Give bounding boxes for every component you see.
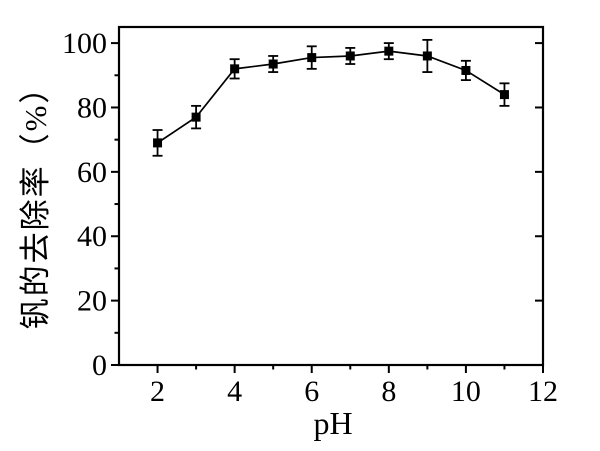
data-point-marker <box>345 51 355 61</box>
data-point-marker <box>153 138 163 148</box>
data-point-marker <box>268 59 278 69</box>
y-tick-label: 0 <box>92 349 107 382</box>
x-tick-label: 4 <box>227 375 242 408</box>
x-tick-label: 8 <box>381 375 396 408</box>
data-point-marker <box>461 65 471 75</box>
plot-border <box>117 25 545 367</box>
y-tick-label: 20 <box>77 285 107 318</box>
x-tick-label: 10 <box>451 375 481 408</box>
data-point-marker <box>384 46 394 56</box>
plot-area: 2 4 6 8 10 12 0 20 40 60 80 100 <box>62 25 558 408</box>
x-axis-label: pH <box>313 405 352 441</box>
data-point-marker <box>499 90 509 100</box>
data-point-marker <box>422 51 432 61</box>
series-line <box>157 50 505 144</box>
y-axis-label: 钒的去除率（%） <box>18 71 53 330</box>
x-tick-label: 2 <box>150 375 165 408</box>
y-tick-label: 40 <box>77 220 107 253</box>
data-point-marker <box>307 53 317 63</box>
data-point-marker <box>230 64 240 74</box>
x-tick-label: 12 <box>528 375 558 408</box>
data-point-marker <box>191 112 201 122</box>
y-tick-label: 60 <box>77 156 107 189</box>
x-tick-label: 6 <box>304 375 319 408</box>
y-tick-label: 100 <box>62 27 107 60</box>
y-tick-label: 80 <box>77 91 107 124</box>
